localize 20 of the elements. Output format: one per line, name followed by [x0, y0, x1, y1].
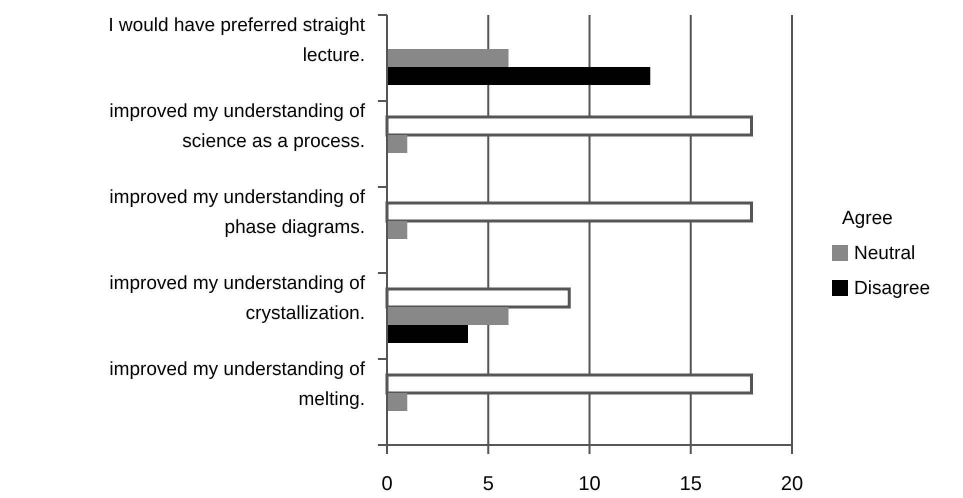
legend-label: Neutral	[854, 243, 916, 264]
bar	[387, 67, 650, 85]
x-tick-label: 10	[578, 473, 601, 495]
y-tick-label: improved my understanding of crystallization.	[109, 273, 366, 324]
text: Agree	[842, 208, 893, 229]
legend-label: Disagree	[854, 278, 930, 299]
bar	[387, 49, 508, 67]
y-tick-label: improved my understanding of science as a process.	[109, 101, 366, 152]
y-tick-label: improved my understanding of phase diagrams.	[109, 187, 366, 238]
bar	[387, 325, 468, 343]
bar	[387, 307, 508, 325]
x-tick-label: 20	[780, 473, 804, 495]
y-tick-label: I would have preferred straight lecture.	[108, 15, 366, 66]
bar	[387, 393, 408, 411]
y-tick-label: improved my understanding of melting.	[109, 359, 366, 410]
x-tick-label: 5	[482, 473, 494, 495]
bar	[387, 221, 408, 239]
x-tick-label: 0	[381, 473, 393, 495]
x-tick-label: 15	[680, 473, 702, 495]
bar	[387, 135, 408, 153]
